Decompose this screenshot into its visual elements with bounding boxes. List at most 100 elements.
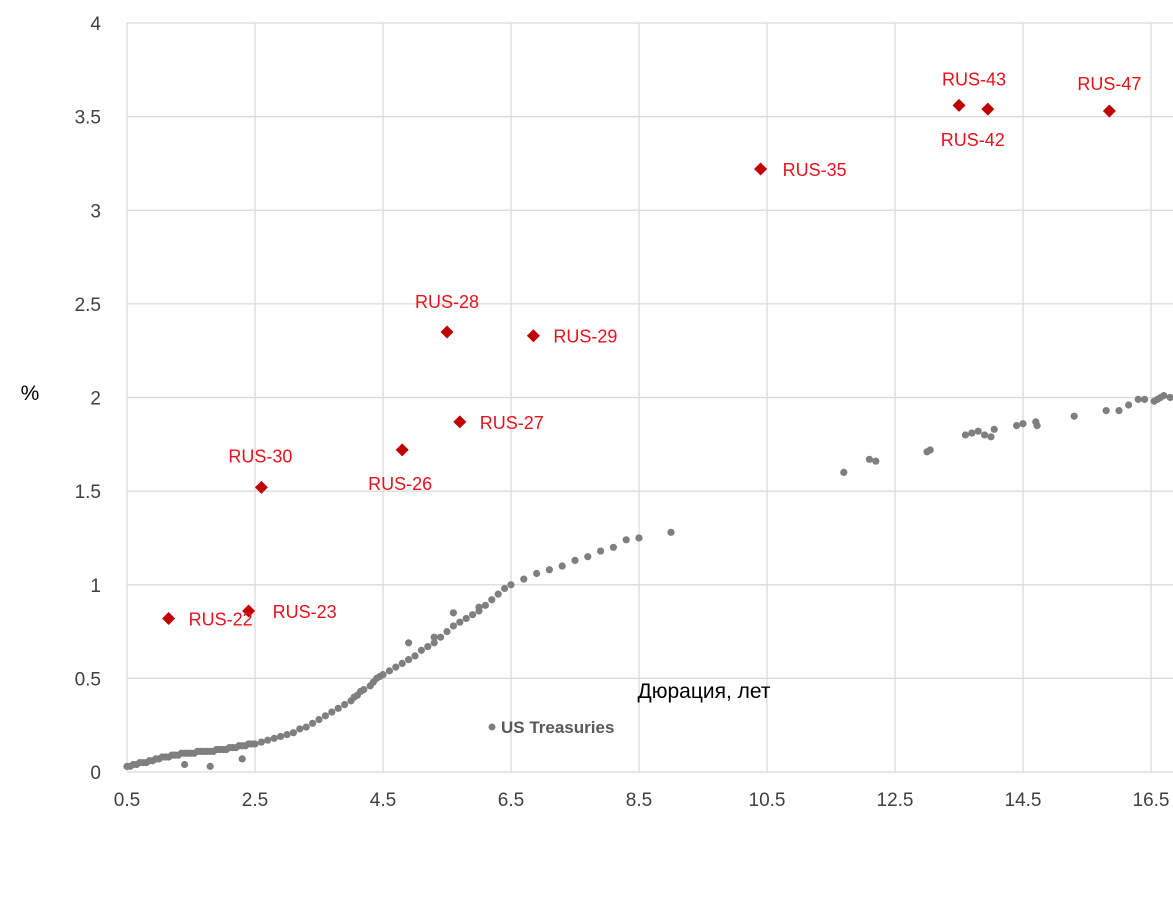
x-tick-label-6: 12.5	[877, 790, 914, 811]
treasury-point-80	[481, 601, 489, 609]
point-label-rus-43: RUS-43	[942, 69, 1006, 89]
treasury-point-47	[296, 725, 304, 733]
treasury-point-111	[981, 431, 989, 439]
y-tick-label-7: 3.5	[75, 108, 101, 129]
x-axis-title: Дюрация, лет	[638, 680, 771, 703]
treasury-point-53	[334, 704, 342, 712]
treasury-point-46	[289, 729, 297, 737]
treasury-point-107	[926, 446, 934, 454]
treasury-point-54	[341, 700, 349, 709]
treasury-point-94	[635, 534, 643, 542]
point-label-rus-28: RUS-28	[415, 292, 479, 312]
y-axis-ticks: 0 0.5 1 1.5 2 2.5 3 3.5 4	[75, 14, 102, 784]
treasury-point-40	[251, 740, 259, 748]
x-tick-label-7: 14.5	[1005, 790, 1042, 811]
y-tick-label-8: 4	[90, 14, 101, 35]
x-tick-label-4: 8.5	[626, 790, 652, 811]
treasury-point-90	[584, 553, 592, 561]
treasury-point-121	[1125, 401, 1133, 409]
series-us-treasuries	[123, 392, 1173, 770]
treasury-point-83	[501, 584, 509, 593]
treasury-point-71	[424, 642, 432, 651]
treasury-point-68	[405, 656, 413, 664]
treasury-point-122	[1134, 395, 1142, 403]
treasury-point-59	[360, 686, 368, 694]
treasury-point-108	[961, 431, 970, 439]
x-axis-ticks: 0.5 2.5 4.5 6.5 8.5 10.5 12.5 14.5 16.5	[114, 790, 1170, 811]
point-label-rus-29: RUS-29	[553, 327, 617, 347]
y-axis-title: %	[21, 382, 40, 405]
y-tick-label-2: 1	[90, 576, 101, 597]
x-tick-label-2: 4.5	[370, 790, 396, 811]
treasury-point-109	[968, 429, 976, 437]
legend: US Treasuries	[488, 718, 614, 737]
x-tick-label-5: 10.5	[749, 790, 786, 811]
treasury-point-78	[469, 611, 477, 619]
y-tick-label-3: 1.5	[75, 482, 101, 503]
russia-point-rus-28	[440, 325, 454, 339]
treasury-point-70	[417, 646, 425, 654]
treasury-point-117	[1033, 421, 1041, 430]
russia-point-rus-35	[754, 162, 768, 176]
treasury-point-103	[840, 468, 848, 476]
treasury-point-104	[865, 455, 874, 463]
treasury-point-97	[206, 762, 214, 770]
russia-point-rus-23	[242, 604, 256, 618]
treasury-point-98	[238, 755, 246, 763]
russia-point-rus-27	[453, 415, 467, 429]
treasury-point-72	[430, 639, 438, 647]
treasury-point-48	[302, 723, 310, 731]
treasury-point-76	[456, 618, 464, 626]
y-tick-label-0: 0	[90, 763, 101, 784]
treasury-point-91	[597, 547, 605, 555]
russia-point-rus-29	[526, 329, 540, 343]
treasury-point-84	[507, 581, 515, 589]
point-label-rus-47: RUS-47	[1077, 74, 1141, 94]
treasury-point-112	[987, 433, 995, 441]
treasury-point-87	[545, 566, 554, 574]
y-tick-label-6: 3	[90, 201, 101, 222]
treasury-point-75	[449, 622, 457, 630]
treasury-point-119	[1102, 407, 1110, 415]
y-tick-label-4: 2	[90, 389, 101, 410]
treasury-point-114	[1013, 421, 1021, 430]
treasury-point-95	[667, 528, 675, 536]
treasury-point-74	[443, 627, 451, 636]
treasury-point-99	[405, 639, 413, 647]
treasury-point-88	[558, 562, 566, 570]
treasury-point-73	[437, 633, 445, 641]
treasury-point-110	[974, 427, 982, 435]
treasury-point-101	[449, 609, 457, 617]
treasury-point-64	[379, 671, 387, 679]
treasury-point-45	[283, 730, 291, 739]
point-label-rus-22: RUS-22	[189, 609, 253, 629]
gridlines	[126, 22, 1173, 773]
treasury-point-52	[328, 708, 336, 716]
point-label-rus-27: RUS-27	[480, 413, 544, 433]
treasury-point-49	[309, 719, 317, 727]
treasury-point-65	[385, 667, 393, 675]
treasury-point-42	[264, 736, 272, 744]
treasury-point-86	[533, 569, 541, 578]
treasury-point-123	[1141, 395, 1149, 403]
x-tick-label-1: 2.5	[242, 790, 268, 811]
x-tick-label-8: 16.5	[1133, 790, 1170, 811]
treasury-point-100	[430, 633, 438, 641]
treasury-point-92	[609, 543, 618, 551]
treasury-point-50	[315, 715, 323, 724]
treasury-point-89	[571, 556, 579, 565]
russia-point-rus-30	[254, 480, 268, 494]
series-russia-bonds	[162, 98, 1116, 625]
treasury-point-66	[392, 663, 400, 671]
treasury-point-51	[321, 712, 329, 720]
legend-label-us-treasuries: US Treasuries	[501, 718, 614, 737]
treasury-point-81	[488, 596, 496, 604]
point-label-rus-42: RUS-42	[941, 130, 1005, 150]
y-tick-label-1: 0.5	[75, 669, 101, 690]
treasury-point-69	[411, 652, 419, 660]
point-label-rus-35: RUS-35	[783, 160, 847, 180]
legend-marker-us-treasuries	[488, 723, 496, 731]
point-label-rus-26: RUS-26	[368, 474, 432, 494]
treasury-point-93	[622, 536, 630, 544]
